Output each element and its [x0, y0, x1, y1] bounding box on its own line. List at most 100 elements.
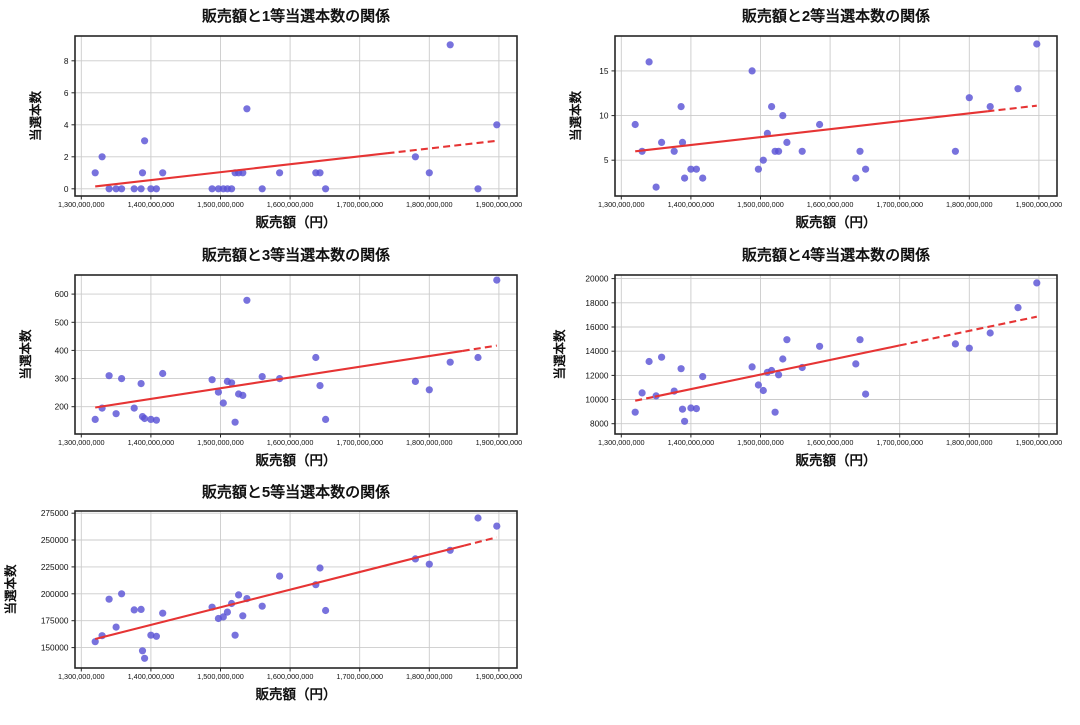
x-axis-label: 販売額（円） — [796, 214, 877, 230]
data-point — [748, 363, 756, 371]
data-point — [219, 613, 227, 621]
gridlines — [615, 275, 1057, 434]
trend-line-solid — [95, 152, 388, 188]
data-point — [258, 602, 266, 610]
data-point — [98, 153, 106, 161]
gridlines — [615, 36, 1057, 196]
data-point — [411, 377, 419, 385]
data-point — [243, 105, 251, 113]
axis-ticks — [611, 70, 1040, 200]
data-point — [208, 185, 216, 193]
data-point — [130, 606, 138, 614]
data-point — [137, 380, 145, 388]
svg-text:14000: 14000 — [585, 346, 608, 356]
data-point — [276, 572, 284, 580]
data-point — [1033, 40, 1041, 48]
data-point — [816, 120, 824, 129]
data-point — [856, 147, 864, 155]
svg-text:1,700,000,000: 1,700,000,000 — [336, 200, 383, 209]
data-point — [771, 408, 779, 416]
svg-text:1,300,000,000: 1,300,000,000 — [598, 200, 645, 209]
data-point — [147, 415, 155, 423]
trend-line-solid — [95, 349, 463, 409]
scatter-points — [91, 276, 501, 426]
y-axis-label: 当選本数 — [28, 91, 43, 142]
svg-text:15: 15 — [599, 66, 609, 76]
svg-text:1,600,000,000: 1,600,000,000 — [267, 672, 314, 681]
svg-text:1,300,000,000: 1,300,000,000 — [58, 438, 105, 447]
data-point — [138, 169, 147, 177]
data-point — [147, 185, 155, 193]
svg-text:1,400,000,000: 1,400,000,000 — [668, 438, 715, 447]
data-point — [112, 623, 120, 631]
data-point — [231, 418, 239, 426]
data-point — [699, 174, 707, 182]
data-point — [425, 169, 433, 177]
trend-line-dashed-start — [634, 395, 655, 402]
y-axis-label: 当選本数 — [3, 564, 18, 615]
data-point — [159, 369, 167, 378]
gridlines — [75, 36, 517, 196]
svg-text:200000: 200000 — [41, 589, 69, 599]
svg-text:8: 8 — [64, 56, 69, 66]
svg-text:8000: 8000 — [590, 419, 609, 429]
x-axis-label: 販売額（円） — [256, 214, 337, 230]
data-point — [687, 404, 695, 412]
data-point — [493, 276, 501, 284]
svg-text:400: 400 — [55, 345, 69, 355]
data-point — [692, 165, 700, 173]
svg-text:1,700,000,000: 1,700,000,000 — [336, 672, 383, 681]
gridlines — [75, 275, 517, 434]
data-point — [239, 169, 247, 177]
data-point — [208, 376, 216, 384]
svg-text:1,300,000,000: 1,300,000,000 — [58, 200, 105, 209]
svg-text:2: 2 — [64, 152, 69, 162]
data-point — [965, 94, 973, 102]
gridlines — [75, 511, 517, 668]
data-point — [446, 358, 454, 366]
svg-text:1,600,000,000: 1,600,000,000 — [267, 200, 314, 209]
data-point — [258, 185, 266, 193]
data-point — [159, 169, 167, 177]
data-point — [322, 606, 330, 615]
data-point — [862, 390, 870, 398]
svg-text:1,900,000,000: 1,900,000,000 — [1016, 200, 1063, 209]
data-point — [754, 165, 762, 173]
data-point — [677, 365, 685, 373]
data-point — [147, 631, 155, 639]
trend-line-solid — [94, 544, 465, 641]
data-point — [137, 605, 145, 613]
y-axis-label: 当選本数 — [568, 91, 583, 142]
scatter-points — [631, 279, 1041, 425]
y-tick-labels: 0 2 4 6 8 — [64, 56, 69, 194]
svg-text:10000: 10000 — [585, 395, 608, 405]
y-tick-labels: 150000 175000 200000 225000 250000 275000 — [41, 508, 69, 652]
chart-sales-vs-tier1-wins: 1,300,000,000 1,400,000,000 1,500,000,000 1… — [0, 0, 540, 240]
y-axis-label: 当選本数 — [18, 329, 33, 380]
svg-text:500: 500 — [55, 317, 69, 327]
data-point — [816, 342, 824, 350]
svg-text:1,400,000,000: 1,400,000,000 — [128, 200, 175, 209]
svg-text:20000: 20000 — [585, 274, 608, 284]
chart-title: 販売額と2等当選本数の関係 — [742, 7, 930, 25]
trend-line-dashed — [462, 344, 497, 352]
data-point — [130, 185, 138, 193]
trend-line-dashed — [987, 104, 1037, 113]
data-point — [775, 147, 783, 155]
data-point — [681, 174, 689, 182]
svg-text:1,900,000,000: 1,900,000,000 — [476, 200, 523, 209]
data-point — [779, 112, 787, 120]
data-point — [231, 631, 239, 639]
data-point — [681, 417, 689, 425]
svg-text:1,800,000,000: 1,800,000,000 — [406, 200, 453, 209]
x-tick-labels: 1,300,000,000 1,400,000,000 1,500,000,000 1… — [58, 672, 522, 681]
trend-line-solid — [654, 344, 900, 398]
data-point — [141, 414, 149, 423]
trend-line-dashed — [463, 536, 498, 547]
data-point — [754, 381, 762, 389]
chart-title: 販売額と5等当選本数の関係 — [202, 483, 390, 501]
x-tick-labels: 1,300,000,000 1,400,000,000 1,500,000,000 1… — [598, 438, 1062, 447]
data-point — [112, 410, 120, 418]
data-point — [312, 353, 320, 362]
svg-text:600: 600 — [55, 289, 69, 299]
